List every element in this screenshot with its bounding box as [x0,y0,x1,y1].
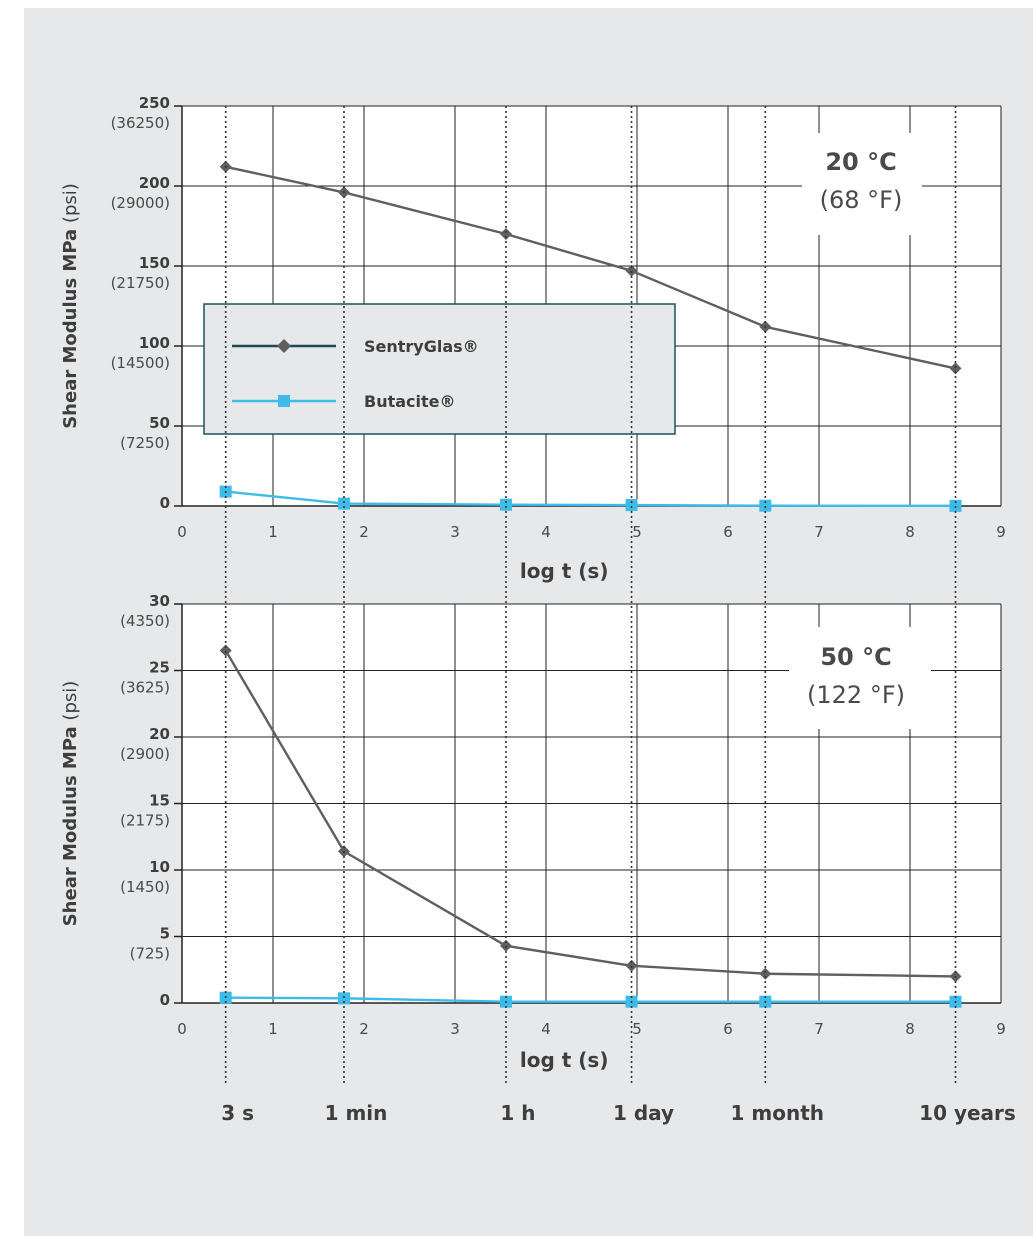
y-tick-psi-label: (2175) [120,812,170,830]
time-label: 1 h [500,1101,535,1125]
y-tick-label: 10 [149,858,170,876]
y-tick-psi-label: (2900) [120,745,170,763]
x-tick-label: 2 [359,523,369,541]
y-tick-psi-label: (36250) [111,114,170,132]
time-label: 3 s [221,1101,254,1125]
x-tick-label: 1 [268,1020,278,1038]
y-tick-label: 15 [149,792,170,810]
legend-label-sentryglas: SentryGlas® [364,337,479,356]
y-tick-psi-label: (21750) [111,274,170,292]
legend-marker-butacite [278,395,290,407]
time-label: 1 month [731,1101,825,1125]
y-tick-label: 150 [139,254,170,272]
y-tick-psi-label: (725) [130,945,170,963]
x-tick-label: 4 [541,1020,551,1038]
data-point-butacite [949,499,962,512]
x-tick-label: 0 [177,523,187,541]
x-tick-label: 0 [177,1020,187,1038]
x-tick-label: 7 [814,523,824,541]
data-point-butacite [499,498,512,511]
data-point-butacite [337,497,350,510]
data-point-sentryglas [759,967,772,980]
y-tick-psi-label: (3625) [120,679,170,697]
y-tick-label: 0 [160,991,170,1009]
data-point-butacite [337,992,350,1005]
legend-label-butacite: Butacite® [364,392,456,411]
y-tick-label: 250 [139,94,170,112]
y-tick-label: 0 [160,494,170,512]
legend: SentryGlas® Butacite® [203,303,676,435]
data-point-sentryglas [219,644,232,657]
y-tick-psi-label: (29000) [111,194,170,212]
series-line-sentryglas [224,649,956,978]
temperature-label: 50 °C [820,643,891,671]
temperature-box [789,627,931,729]
x-tick-label: 6 [723,1020,733,1038]
y-tick-label: 5 [160,925,170,943]
y-tick-psi-label: (7250) [120,434,170,452]
y-tick-psi-label: (14500) [111,354,170,372]
time-markers: 3 s 1 min 1 h 1 day 1 month 10 years [221,106,1016,1125]
series-line-butacite [225,490,956,508]
data-point-sentryglas [625,959,638,972]
x-tick-label: 4 [541,523,551,541]
x-axis-label: log t (s) [520,1048,609,1072]
series-line-butacite [225,996,956,1003]
y-tick-psi-label: (4350) [120,612,170,630]
y-axis-label: Shear Modulus MPa (psi) [60,183,81,429]
y-tick-label: 25 [149,659,170,677]
legend-box [203,303,676,435]
time-label: 1 day [613,1101,674,1125]
legend-marker-sentryglas [277,339,291,353]
series-line-sentryglas [225,165,956,370]
y-axis-label: Shear Modulus MPa (psi) [60,681,81,927]
temperature-box [802,133,922,235]
x-tick-label: 5 [632,523,642,541]
data-point-butacite [759,499,772,512]
x-tick-label: 9 [996,523,1006,541]
chart-2: 05(725)10(1450)15(2175)20(2900)25(3625)3… [60,592,1006,1072]
data-point-sentryglas [499,939,512,952]
time-label: 10 years [919,1101,1016,1125]
x-tick-label: 6 [723,523,733,541]
time-label: 1 min [325,1101,388,1125]
temperature-f-label: (68 °F) [820,186,903,214]
temperature-label: 20 °C [825,148,896,176]
x-tick-label: 9 [996,1020,1006,1038]
temperature-f-label: (122 °F) [807,681,905,709]
x-tick-label: 7 [814,1020,824,1038]
data-point-butacite [625,499,638,512]
y-tick-label: 50 [149,414,170,432]
y-tick-label: 20 [149,725,170,743]
y-tick-label: 200 [139,174,170,192]
x-tick-label: 3 [450,523,460,541]
y-tick-label: 30 [149,592,170,610]
x-tick-label: 1 [268,523,278,541]
y-tick-psi-label: (1450) [120,878,170,896]
x-tick-label: 8 [905,1020,915,1038]
x-tick-label: 8 [905,523,915,541]
data-point-sentryglas [499,228,512,240]
x-tick-label: 3 [450,1020,460,1038]
x-tick-label: 5 [632,1020,642,1038]
x-tick-label: 2 [359,1020,369,1038]
y-tick-label: 100 [139,334,170,352]
x-axis-label: log t (s) [520,559,609,583]
data-point-sentryglas [949,362,962,375]
data-point-sentryglas [625,264,638,277]
